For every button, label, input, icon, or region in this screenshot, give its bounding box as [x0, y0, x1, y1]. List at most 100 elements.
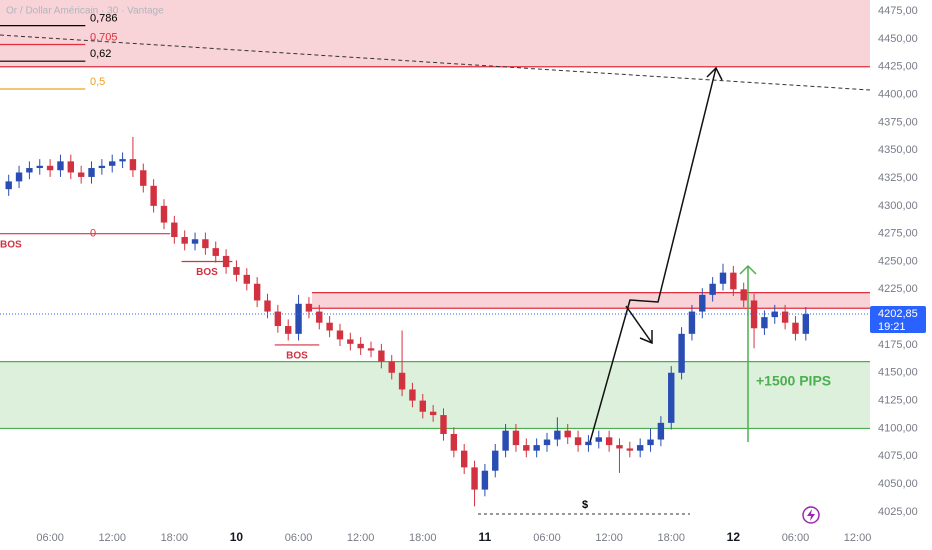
x-tick-label: 12: [727, 530, 741, 544]
y-tick-label: 4375,00: [878, 116, 918, 128]
fib-label: 0,705: [90, 31, 118, 43]
candle-body: [595, 437, 602, 442]
trend-line: [0, 34, 871, 91]
candle-body: [481, 470, 489, 490]
y-tick-label: 4100,00: [878, 422, 918, 434]
liquidity-label: $: [582, 499, 588, 511]
y-tick-label: 4150,00: [878, 367, 918, 379]
candle-body: [264, 300, 271, 312]
x-tick-label: 12:00: [844, 532, 872, 544]
x-tick-label: 11: [479, 530, 492, 544]
candle-body: [781, 311, 789, 323]
zone: [0, 0, 870, 67]
arrow-head: [706, 66, 723, 81]
candle-body: [492, 450, 499, 471]
candle-body: [88, 168, 95, 177]
zone: [312, 292, 870, 309]
candle-body: [171, 222, 178, 238]
x-tick-label: 06:00: [285, 532, 313, 544]
projection-arrow: [625, 305, 653, 344]
candle-body: [533, 445, 540, 451]
x-tick-label: 12:00: [595, 532, 623, 544]
candle-body: [26, 168, 33, 173]
price-tag-label: 4202,85: [878, 308, 918, 320]
candle-body: [543, 439, 551, 446]
y-tick-label: 4400,00: [878, 88, 918, 100]
candle-body: [523, 445, 530, 451]
bos-label: BOS: [196, 267, 218, 278]
candle-body: [419, 400, 426, 412]
price-axis-bg: [870, 0, 932, 550]
candle-body: [336, 330, 344, 340]
candle-body: [585, 441, 592, 446]
candle-body: [357, 343, 364, 349]
candle-body: [77, 172, 85, 177]
zone: [0, 361, 870, 429]
arrow-head: [639, 330, 653, 345]
candle-body: [792, 322, 799, 334]
x-tick-label: 12:00: [98, 532, 126, 544]
candle-body: [429, 411, 437, 416]
candle-body: [181, 237, 188, 244]
candle-body: [67, 161, 75, 173]
y-tick-label: 4250,00: [878, 255, 918, 267]
y-tick-label: 4050,00: [878, 478, 918, 490]
bos-label: BOS: [0, 239, 22, 250]
fib-label: 0,786: [90, 12, 118, 24]
x-tick-label: 10: [230, 530, 244, 544]
candle-body: [730, 272, 737, 290]
candle-body: [605, 437, 613, 446]
y-tick-label: 4450,00: [878, 33, 918, 45]
candle-body: [367, 348, 375, 351]
candle-body: [719, 272, 727, 284]
candle-body: [57, 161, 64, 171]
alert-icon[interactable]: [802, 506, 820, 524]
candle-body: [347, 339, 354, 344]
candle-body: [460, 450, 468, 468]
candle-body: [274, 311, 282, 327]
candle-body: [140, 170, 147, 186]
candle-body: [761, 317, 768, 329]
y-tick-label: 4125,00: [878, 395, 918, 407]
y-tick-label: 4425,00: [878, 61, 918, 73]
y-tick-label: 4075,00: [878, 450, 918, 462]
candle-body: [502, 430, 509, 451]
candle-body: [233, 267, 240, 275]
candle-body: [409, 389, 416, 401]
candle-body: [750, 300, 758, 329]
candle-body: [253, 283, 261, 301]
countdown: 19:21: [878, 321, 906, 333]
gain-label: +1500 PIPS: [756, 373, 831, 389]
candle-body: [98, 165, 106, 169]
candle-body: [512, 430, 520, 446]
y-tick-label: 4225,00: [878, 283, 918, 295]
candle-body: [46, 165, 54, 171]
candle-body: [5, 181, 12, 190]
x-tick-label: 06:00: [36, 532, 64, 544]
y-tick-label: 4325,00: [878, 172, 918, 184]
x-tick-label: 06:00: [533, 532, 561, 544]
candle-body: [626, 448, 634, 451]
candle-body: [450, 433, 458, 451]
candle-body: [109, 161, 116, 166]
candle-body: [471, 467, 478, 490]
fib-label: 0,62: [90, 48, 111, 60]
projection-arrow: [589, 67, 717, 443]
fib-label: 0: [90, 228, 96, 240]
y-tick-label: 4175,00: [878, 339, 918, 351]
y-tick-label: 4350,00: [878, 144, 918, 156]
y-tick-label: 4475,00: [878, 5, 918, 17]
x-tick-label: 18:00: [409, 532, 437, 544]
candle-body: [668, 372, 675, 423]
candle-body: [564, 430, 571, 438]
candle-body: [574, 437, 582, 446]
bos-label: BOS: [286, 351, 308, 362]
x-tick-label: 12:00: [347, 532, 375, 544]
y-tick-label: 4275,00: [878, 228, 918, 240]
x-tick-label: 18:00: [161, 532, 189, 544]
candle-body: [284, 326, 292, 334]
candle-body: [150, 185, 157, 206]
candle-body: [212, 248, 219, 256]
candle-body: [191, 239, 199, 244]
